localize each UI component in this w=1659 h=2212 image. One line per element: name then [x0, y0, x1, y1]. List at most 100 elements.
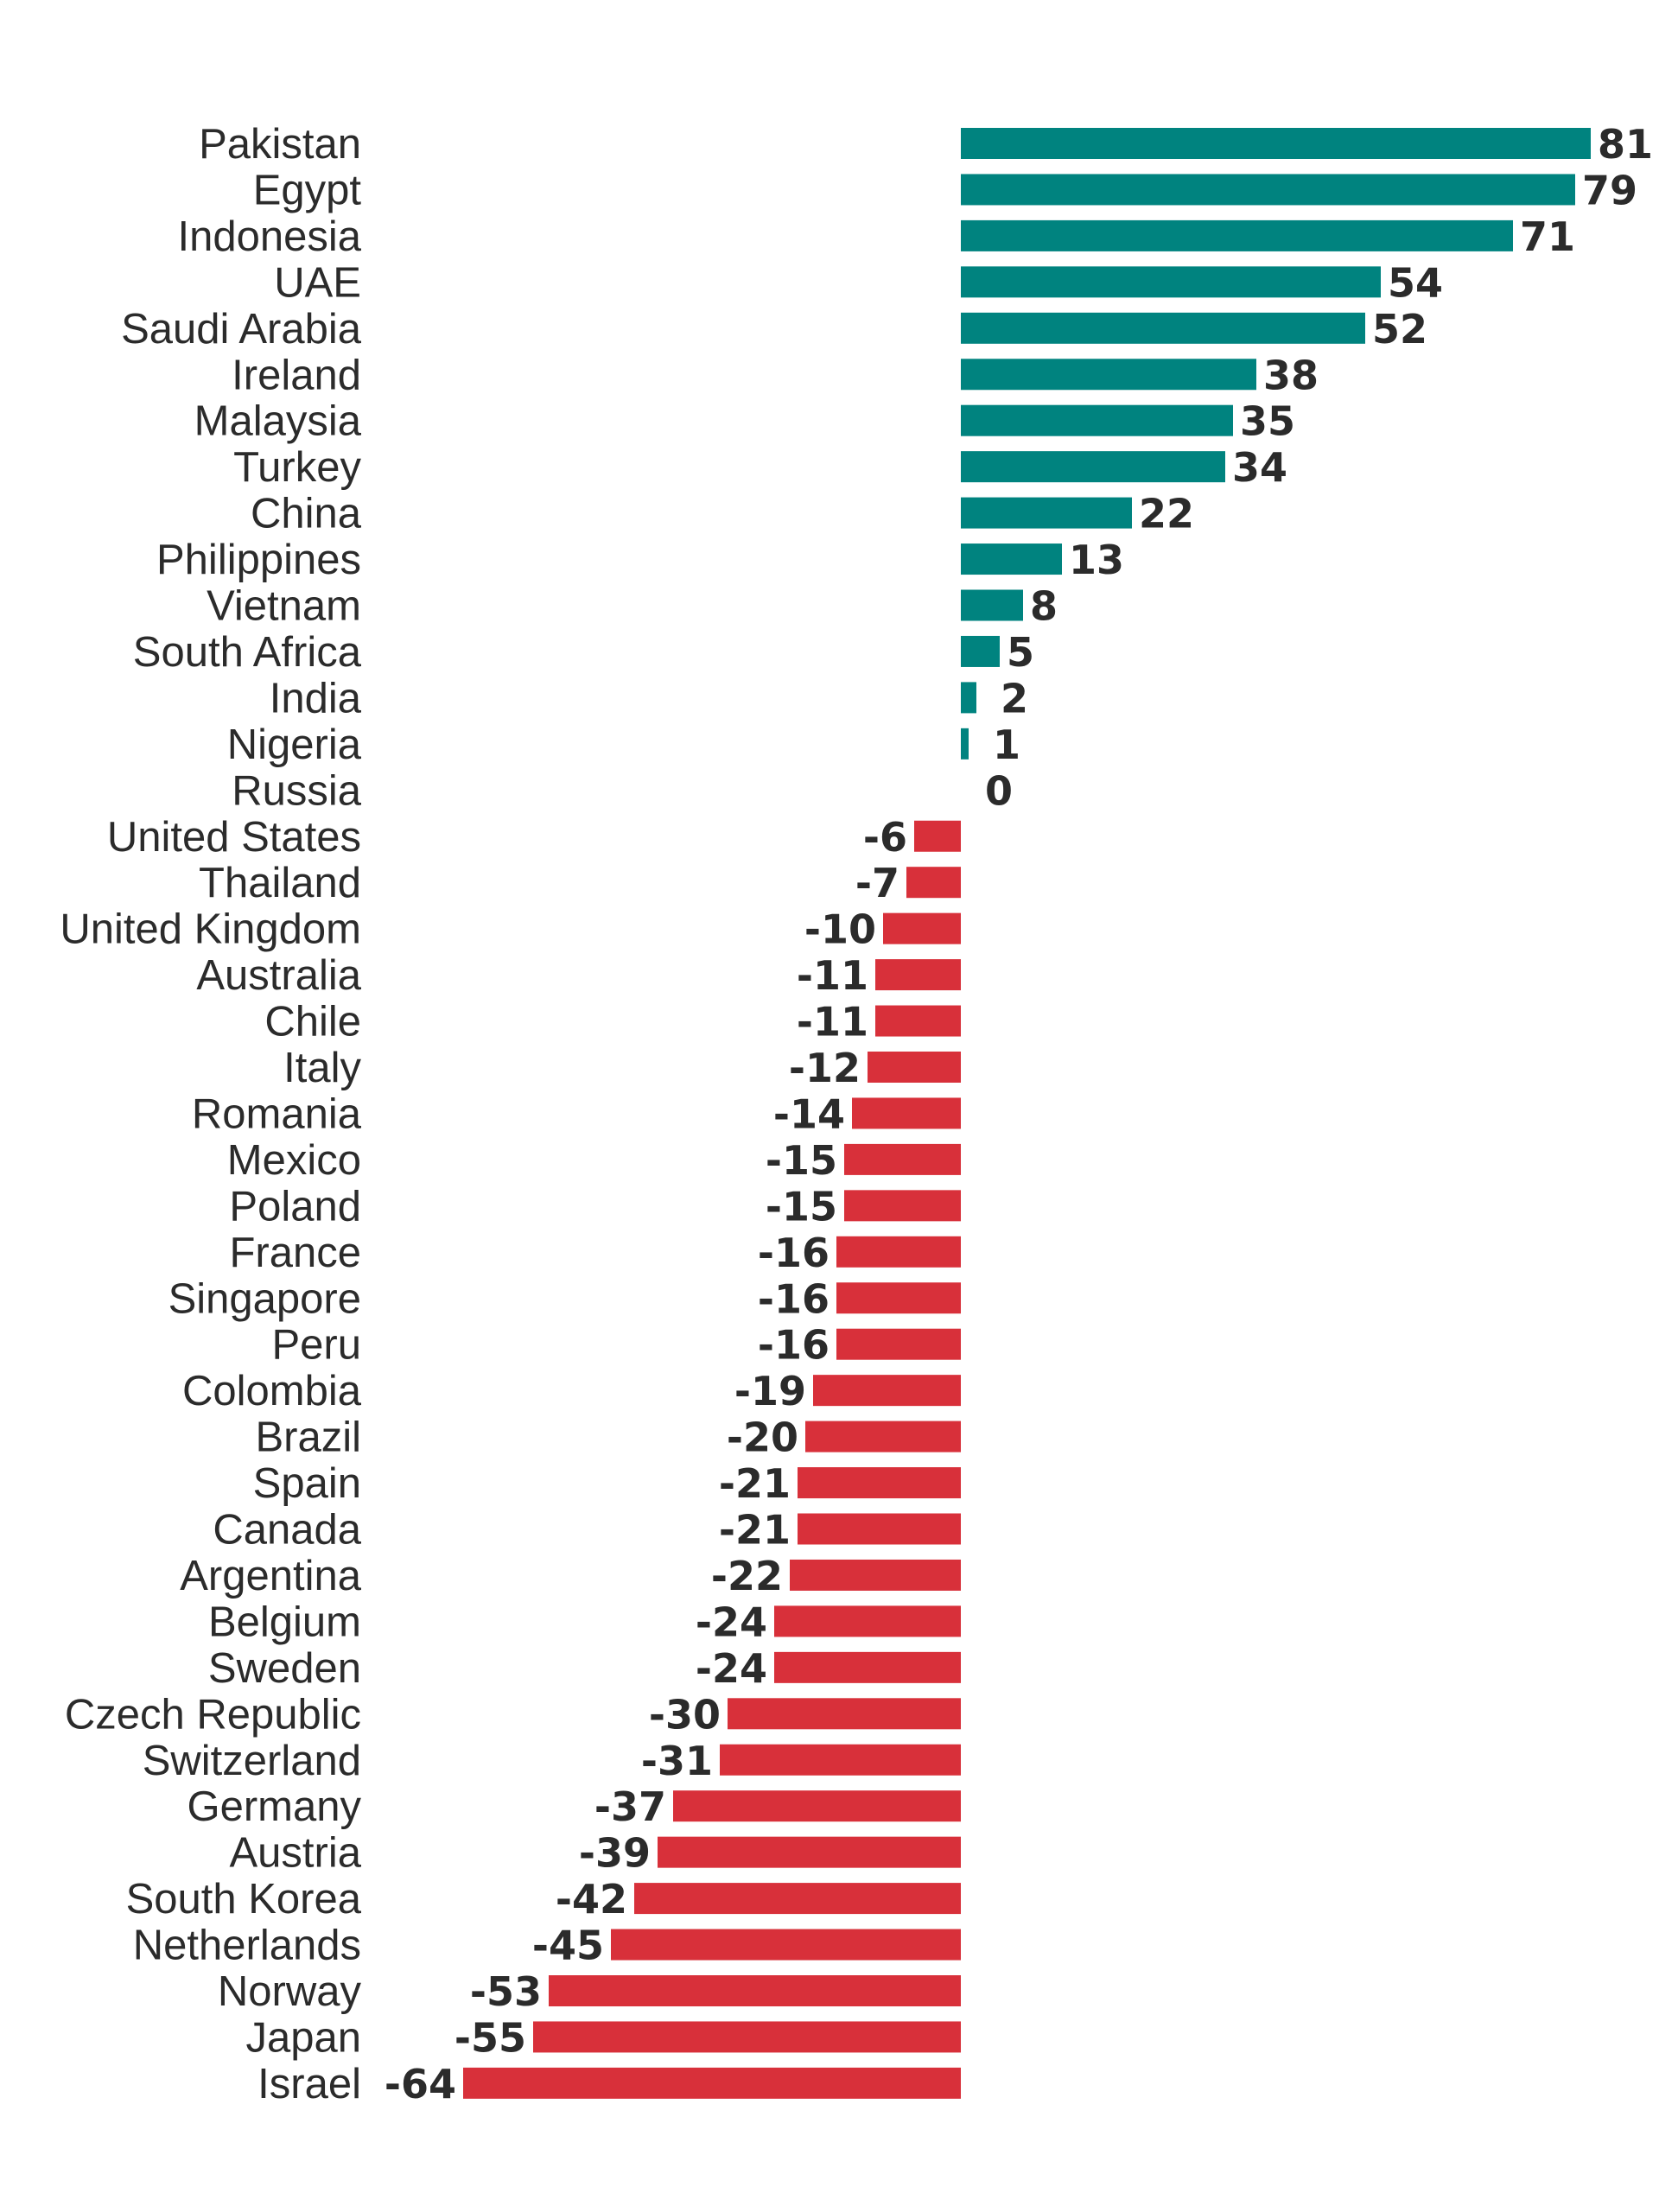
category-label-turkey: Turkey — [233, 444, 361, 491]
bar-chile — [875, 1005, 961, 1037]
category-label-india: India — [270, 675, 362, 721]
bar-indonesia — [961, 219, 1513, 251]
category-label-chile: Chile — [264, 999, 361, 1046]
bar-switzerland — [720, 1744, 961, 1776]
bar-france — [836, 1236, 961, 1268]
bar-saudi-arabia — [961, 312, 1365, 344]
value-label-poland: -15 — [766, 1183, 837, 1230]
value-label-mexico: -15 — [766, 1137, 837, 1184]
category-label-malaysia: Malaysia — [194, 398, 362, 445]
bar-united-states — [914, 820, 961, 852]
category-label-belgium: Belgium — [208, 1599, 361, 1645]
value-label-singapore: -16 — [758, 1275, 830, 1322]
value-label-japan: -55 — [454, 2014, 526, 2061]
value-label-south-korea: -42 — [556, 1876, 627, 1923]
value-label-united-states: -6 — [863, 814, 907, 861]
category-label-netherlands: Netherlands — [133, 1923, 361, 1969]
value-label-netherlands: -45 — [532, 1923, 604, 1969]
category-label-thailand: Thailand — [199, 860, 361, 906]
category-label-spain: Spain — [253, 1460, 361, 1507]
category-label-czech-republic: Czech Republic — [65, 1691, 361, 1738]
bar-israel — [463, 2067, 961, 2099]
category-label-mexico: Mexico — [227, 1137, 361, 1184]
bar-japan — [533, 2021, 961, 2053]
value-label-egypt: 79 — [1582, 167, 1637, 213]
value-label-switzerland: -31 — [641, 1738, 713, 1784]
bar-czech-republic — [728, 1698, 961, 1730]
value-label-israel: -64 — [385, 2061, 456, 2107]
category-label-pakistan: Pakistan — [199, 121, 361, 168]
value-label-france: -16 — [758, 1230, 830, 1276]
bar-turkey — [961, 451, 1225, 483]
value-label-saudi-arabia: 52 — [1372, 306, 1427, 353]
value-label-czech-republic: -30 — [649, 1691, 721, 1738]
category-label-russia: Russia — [232, 767, 362, 814]
bar-south-korea — [634, 1883, 961, 1915]
bar-vietnam — [961, 589, 1023, 621]
bar-canada — [798, 1513, 961, 1545]
bar-netherlands — [611, 1929, 961, 1961]
category-label-norway: Norway — [218, 1968, 362, 2015]
bar-thailand — [906, 867, 961, 899]
bar-india — [961, 682, 976, 714]
bar-austria — [658, 1836, 961, 1868]
bar-italy — [868, 1052, 961, 1083]
bar-australia — [875, 959, 961, 991]
value-label-belgium: -24 — [696, 1599, 767, 1645]
bar-germany — [673, 1790, 961, 1822]
bar-egypt — [961, 174, 1575, 206]
value-label-turkey: 34 — [1232, 444, 1287, 491]
bar-spain — [798, 1467, 961, 1499]
value-label-italy: -12 — [789, 1045, 861, 1091]
category-label-nigeria: Nigeria — [227, 721, 362, 768]
bars — [463, 128, 1591, 2099]
value-label-brazil: -20 — [727, 1414, 798, 1461]
value-label-austria: -39 — [579, 1830, 651, 1877]
value-label-chile: -11 — [797, 999, 868, 1046]
bar-colombia — [813, 1375, 961, 1407]
value-label-ireland: 38 — [1263, 352, 1319, 398]
category-label-singapore: Singapore — [168, 1275, 361, 1322]
category-label-philippines: Philippines — [156, 537, 361, 583]
bar-nigeria — [961, 728, 969, 760]
value-label-uae: 54 — [1388, 259, 1443, 306]
value-label-philippines: 13 — [1069, 537, 1124, 583]
bar-peru — [836, 1328, 961, 1360]
bar-sweden — [774, 1651, 961, 1683]
category-label-united-states: United States — [107, 814, 361, 861]
category-label-canada: Canada — [213, 1507, 361, 1554]
category-label-romania: Romania — [192, 1090, 362, 1137]
bar-norway — [549, 1975, 961, 2006]
category-label-australia: Australia — [196, 952, 361, 999]
value-label-sweden: -24 — [696, 1645, 767, 1692]
bar-pakistan — [961, 128, 1591, 159]
bar-ireland — [961, 359, 1256, 391]
category-label-sweden: Sweden — [208, 1645, 361, 1692]
bar-brazil — [805, 1421, 961, 1452]
value-label-romania: -14 — [773, 1090, 845, 1137]
value-label-india: 2 — [1001, 675, 1028, 721]
bar-singapore — [836, 1282, 961, 1314]
category-label-austria: Austria — [229, 1830, 361, 1877]
category-label-south-africa: South Africa — [133, 629, 362, 676]
category-label-united-kingdom: United Kingdom — [60, 906, 361, 953]
value-label-united-kingdom: -10 — [804, 906, 876, 953]
value-label-germany: -37 — [594, 1783, 666, 1830]
category-label-japan: Japan — [245, 2014, 361, 2061]
category-label-uae: UAE — [274, 259, 361, 306]
bar-argentina — [790, 1559, 961, 1591]
value-label-thailand: -7 — [855, 860, 899, 906]
value-label-canada: -21 — [719, 1507, 791, 1554]
category-label-ireland: Ireland — [232, 352, 361, 398]
value-label-colombia: -19 — [734, 1368, 806, 1414]
category-label-vietnam: Vietnam — [207, 583, 361, 630]
value-label-australia: -11 — [797, 952, 868, 999]
category-label-peru: Peru — [271, 1322, 361, 1369]
value-label-pakistan: 81 — [1598, 121, 1653, 168]
bar-china — [961, 497, 1132, 529]
bar-united-kingdom — [883, 912, 961, 944]
value-label-vietnam: 8 — [1030, 583, 1058, 630]
category-label-poland: Poland — [229, 1183, 361, 1230]
value-label-indonesia: 71 — [1520, 213, 1575, 260]
value-label-argentina: -22 — [711, 1553, 783, 1599]
